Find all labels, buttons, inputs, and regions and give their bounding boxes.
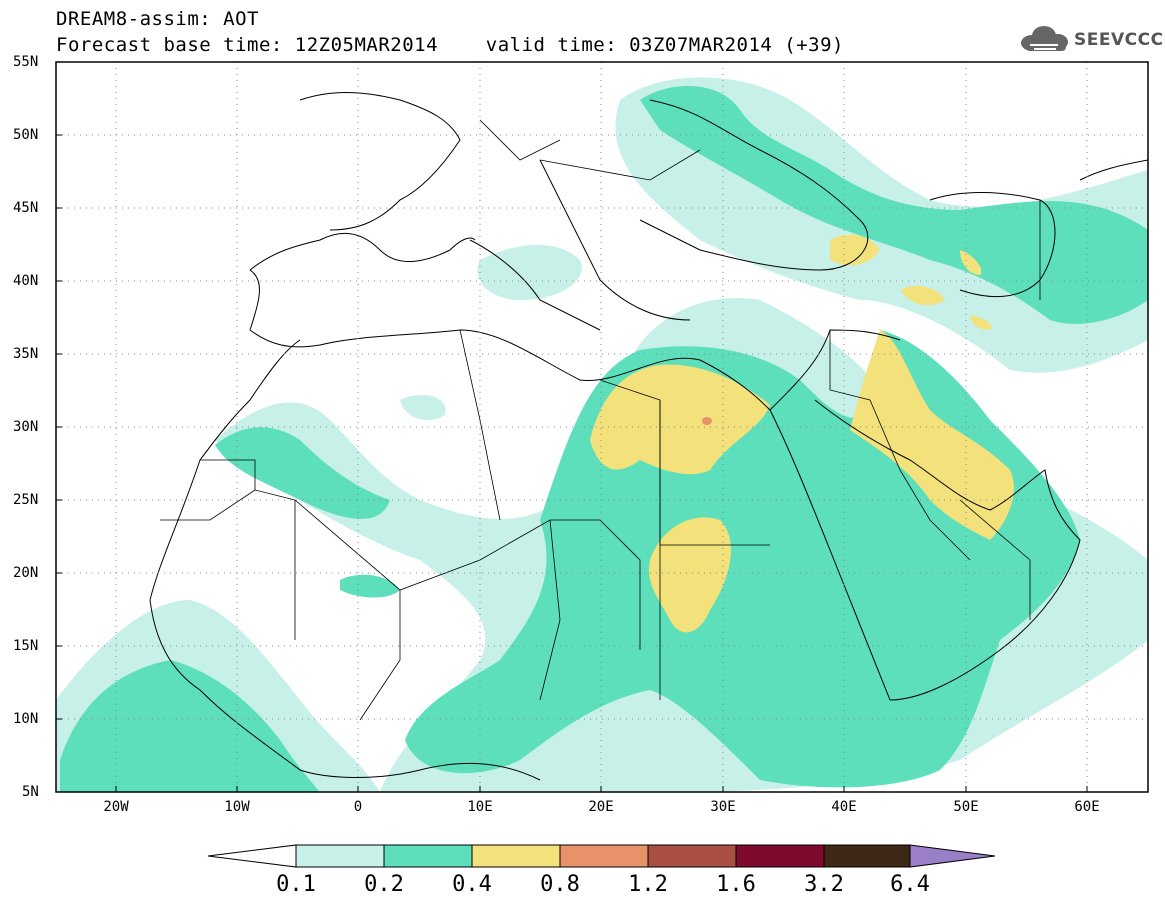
lat-label: 25N: [13, 492, 39, 508]
lat-label: 30N: [13, 419, 39, 435]
lon-label: 10E: [467, 799, 493, 815]
lon-label: 30E: [710, 799, 736, 815]
colorbar-label: 0.2: [364, 872, 404, 897]
lat-label: 10N: [13, 711, 39, 727]
colorbar-label: 1.2: [628, 872, 668, 897]
lon-label: 0: [353, 799, 363, 815]
map-title: DREAM8-assim: AOT: [56, 8, 259, 30]
lon-label: 40E: [831, 799, 857, 815]
graticule: [56, 62, 1148, 792]
axis-ticks: [56, 134, 1088, 792]
logo-text: SEEVCCC: [1074, 30, 1164, 50]
colorbar-label: 0.8: [540, 872, 580, 897]
aot-field: [56, 62, 1148, 792]
lat-label: 45N: [13, 200, 39, 216]
colorbar-swatch: [735, 844, 825, 868]
lon-label: 50E: [953, 799, 979, 815]
coastlines: [149, 92, 1148, 781]
colorbar-over-arrow: [909, 844, 996, 868]
colorbar-under-arrow: [207, 844, 297, 868]
lat-label: 55N: [13, 54, 39, 70]
colorbar-label: 1.6: [716, 872, 756, 897]
colorbar-swatch: [647, 844, 737, 868]
colorbar: [207, 844, 996, 868]
colorbar-swatch: [471, 844, 561, 868]
lat-label: 50N: [13, 127, 39, 143]
colorbar-label: 3.2: [804, 872, 844, 897]
lat-label: 20N: [13, 565, 39, 581]
colorbar-label: 0.1: [276, 872, 316, 897]
lat-label: 35N: [13, 346, 39, 362]
colorbar-swatch: [823, 844, 911, 868]
lat-label: 40N: [13, 273, 39, 289]
lon-label: 10W: [224, 799, 250, 815]
colorbar-swatch: [559, 844, 649, 868]
aot-contour-0.8: [702, 417, 712, 425]
lon-label: 60E: [1074, 799, 1100, 815]
forecast-time-info: Forecast base time: 12Z05MAR2014 valid t…: [56, 34, 844, 56]
lon-label: 20E: [588, 799, 614, 815]
lon-label: 20W: [103, 799, 129, 815]
colorbar-label: 6.4: [890, 872, 930, 897]
borders: [160, 119, 1041, 721]
colorbar-swatch: [295, 844, 385, 868]
colorbar-swatch: [383, 844, 473, 868]
colorbar-label: 0.4: [452, 872, 492, 897]
lat-label: 15N: [13, 638, 39, 654]
lat-label: 5N: [22, 784, 39, 800]
cloud-icon: [1021, 26, 1068, 51]
